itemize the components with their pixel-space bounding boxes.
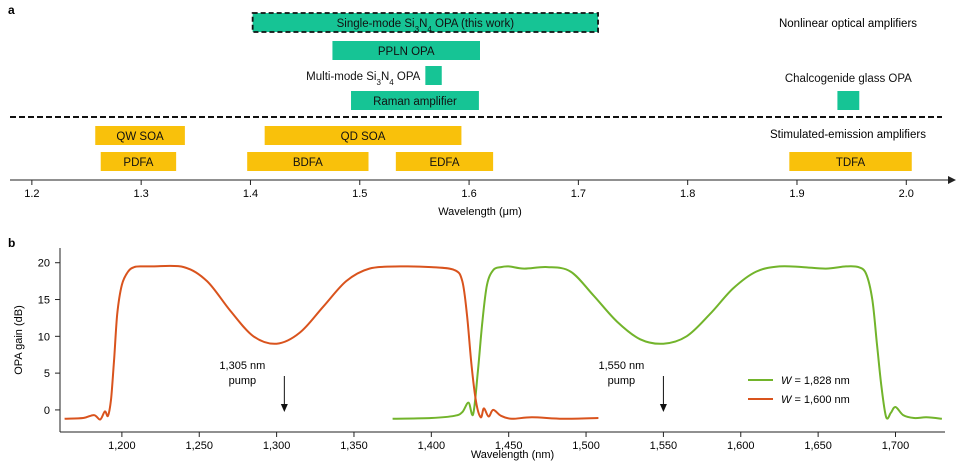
x-tick-label: 1.3 (134, 188, 149, 200)
bar-single-mode-si3n4-opa-this-work (251, 12, 599, 33)
x-tick-label: 1,400 (418, 440, 446, 452)
annotation-pump: pump (608, 375, 636, 387)
group-label-stimulated: Stimulated-emission amplifiers (770, 129, 926, 141)
legend-value: = 1,828 nm (791, 375, 849, 387)
x-tick-label: 1,450 (495, 440, 523, 452)
bar-tdfa (789, 152, 912, 171)
label-part: OPA (394, 71, 421, 83)
x-tick-label: 2.0 (899, 188, 914, 200)
panel-a-label: a (8, 3, 15, 17)
legend-value: = 1,600 nm (791, 394, 849, 406)
bar-label-tdfa: TDFA (836, 157, 866, 169)
group-label-nonlinear: Nonlinear optical amplifiers (779, 18, 917, 30)
y-tick-label: 5 (44, 368, 50, 380)
x-tick-label: 1,300 (263, 440, 291, 452)
x-axis-label: Wavelength (μm) (438, 206, 522, 218)
label-part: EDFA (429, 157, 459, 169)
bar-raman-amplifier (351, 91, 479, 110)
annotation-wavelength: 1,305 nm (219, 360, 265, 372)
bar-label-qd-soa: QD SOA (341, 131, 386, 143)
label-part: QD SOA (341, 131, 386, 143)
bar-label-edfa: EDFA (429, 157, 459, 169)
label-part: TDFA (836, 157, 866, 169)
bar-label-raman-amplifier: Raman amplifier (373, 96, 457, 108)
subscript: 3 (376, 78, 381, 87)
x-tick-label: 1,600 (727, 440, 755, 452)
x-tick-label: 1,200 (108, 440, 136, 452)
x-tick-label: 1.5 (352, 188, 367, 200)
x-tick-label: 1,700 (882, 440, 910, 452)
x-axis-label: Wavelength (nm) (471, 449, 554, 461)
label-part: BDFA (293, 157, 323, 169)
x-tick-label: 1,350 (340, 440, 368, 452)
legend-label-w-1-828-nm: W = 1,828 nm (781, 375, 850, 387)
annotation-pump: pump (229, 375, 257, 387)
x-axis-arrow (948, 176, 956, 184)
y-tick-label: 15 (38, 295, 50, 307)
panel-b-label: b (8, 236, 15, 250)
label-part: Multi-mode Si (306, 71, 376, 83)
bar-label-qw-soa: QW SOA (116, 131, 164, 143)
bar-label-pdfa: PDFA (123, 157, 153, 169)
bar-label-ppln-opa: PPLN OPA (378, 46, 435, 58)
legend-variable: W (781, 394, 793, 406)
y-tick-label: 10 (38, 331, 50, 343)
y-tick-label: 20 (38, 258, 50, 270)
x-tick-label: 1,500 (572, 440, 600, 452)
label-part: OPA (this work) (432, 18, 514, 30)
bar-multi-mode-si3n4-opa (425, 66, 442, 85)
bar-label-chalcogenide-glass-opa: Chalcogenide glass OPA (785, 73, 912, 85)
x-tick-label: 1.6 (461, 188, 476, 200)
x-tick-label: 1,550 (650, 440, 678, 452)
panel-b-chart: 0 5 10 15 20 1,200 1,250 1,300 1,350 1,400 1,450 1,… (13, 248, 945, 461)
x-tick-label: 1,650 (804, 440, 832, 452)
subscript: 3 (415, 25, 420, 34)
x-tick-label: 1.8 (680, 188, 695, 200)
y-tick-label: 0 (44, 405, 50, 417)
subscript: 4 (389, 78, 394, 87)
bar-pdfa (100, 152, 177, 171)
x-tick-label: 1.9 (789, 188, 804, 200)
x-tick-label: 1,250 (185, 440, 213, 452)
label-part: N (381, 71, 389, 83)
bar-bdfa (247, 152, 369, 171)
subscript: 4 (427, 25, 432, 34)
bar-label-bdfa: BDFA (293, 157, 323, 169)
bar-chalcogenide-glass-opa (837, 91, 860, 110)
bar-label-multi-mode-si3n4-opa: Multi-mode Si3N4 OPA (306, 71, 420, 87)
bar-ppln-opa (332, 41, 480, 60)
bar-qw-soa (95, 126, 185, 145)
bar-edfa (395, 152, 494, 171)
label-part: N (419, 18, 427, 30)
x-tick-label: 1.2 (24, 188, 39, 200)
legend-variable: W (781, 375, 793, 387)
panel-a-chart: Single-mode Si3N4 OPA (this work)PPLN OP… (10, 12, 956, 218)
legend-label-w-1-600-nm: W = 1,600 nm (781, 394, 850, 406)
label-part: QW SOA (116, 131, 164, 143)
annotation-wavelength: 1,550 nm (598, 360, 644, 372)
pump-arrow-head (280, 404, 288, 412)
label-part: Chalcogenide glass OPA (785, 73, 912, 85)
pump-arrow-head (659, 404, 667, 412)
y-axis-label: OPA gain (dB) (13, 305, 25, 375)
series-line-w-1-600-nm (64, 264, 599, 421)
label-part: PPLN OPA (378, 46, 435, 58)
bar-label-single-mode-si3n4-opa-this-work: Single-mode Si3N4 OPA (this work) (337, 18, 515, 34)
x-tick-label: 1.4 (243, 188, 258, 200)
bar-qd-soa (264, 126, 462, 145)
x-tick-label: 1.7 (571, 188, 586, 200)
label-part: Raman amplifier (373, 96, 457, 108)
label-part: PDFA (123, 157, 153, 169)
series-line-w-1-828-nm (392, 265, 943, 420)
label-part: Single-mode Si (337, 18, 415, 30)
